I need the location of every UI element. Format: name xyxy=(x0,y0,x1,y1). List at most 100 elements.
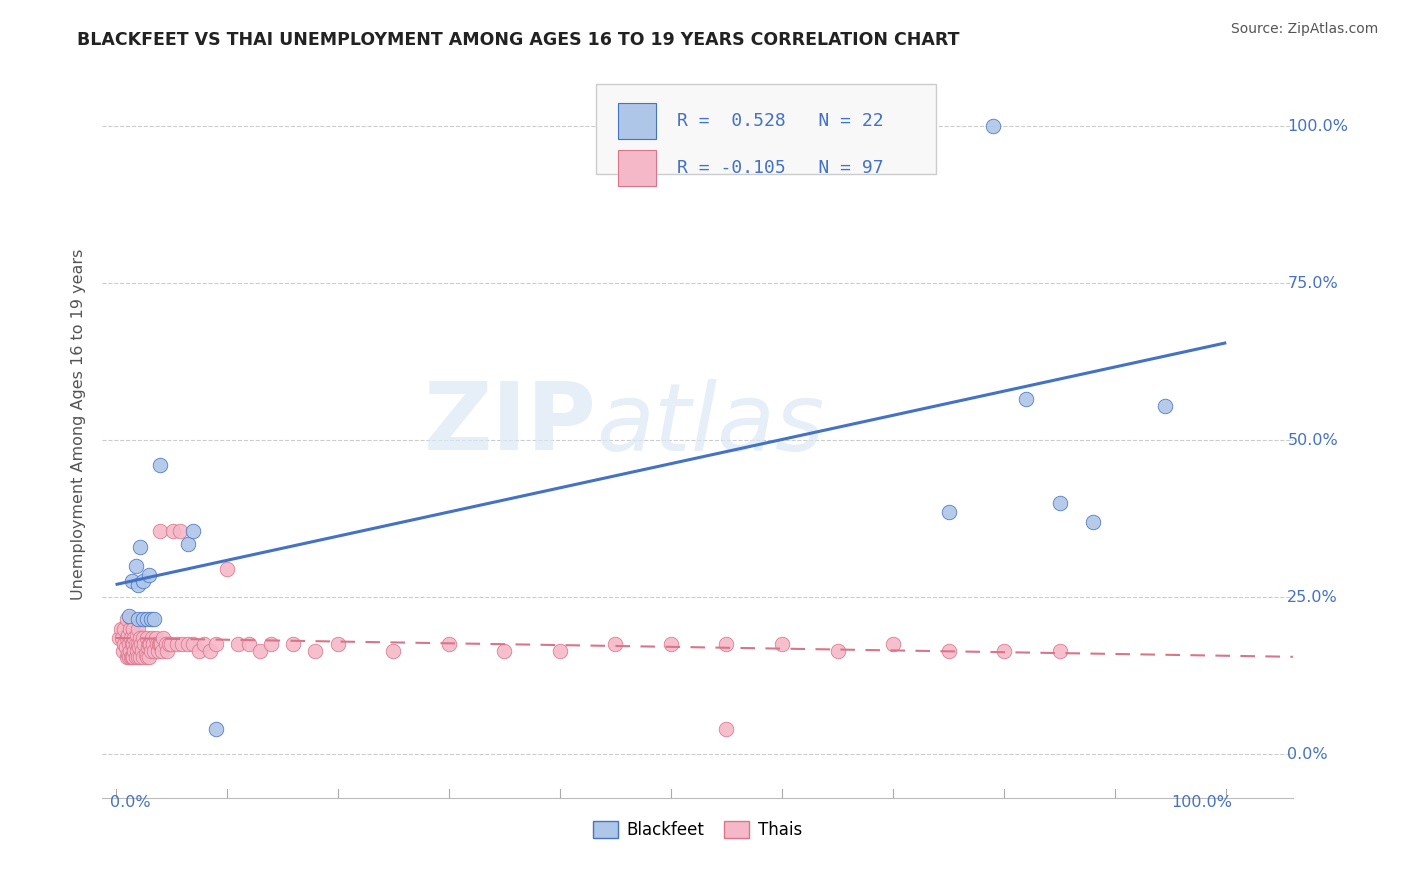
Point xyxy=(125,643,148,657)
Point xyxy=(770,637,793,651)
Point xyxy=(142,637,165,651)
Point xyxy=(181,637,204,651)
Point xyxy=(150,643,173,657)
Point xyxy=(548,643,571,657)
Point xyxy=(139,637,162,651)
Point xyxy=(1154,399,1177,413)
Point xyxy=(128,640,150,655)
Point xyxy=(118,622,141,636)
Point xyxy=(1015,392,1038,407)
Point xyxy=(117,647,139,661)
Point xyxy=(135,612,157,626)
Point xyxy=(118,643,141,657)
Point xyxy=(215,562,238,576)
Point xyxy=(193,637,215,651)
Point xyxy=(981,119,1004,133)
Point xyxy=(716,637,738,651)
Text: 0.0%: 0.0% xyxy=(1288,747,1329,762)
Point xyxy=(124,643,146,657)
FancyBboxPatch shape xyxy=(617,150,655,186)
Point xyxy=(120,649,142,664)
Point xyxy=(226,637,249,651)
Point xyxy=(181,524,204,539)
Point xyxy=(204,637,226,651)
Point xyxy=(152,631,174,645)
Point xyxy=(162,524,184,539)
Point xyxy=(150,637,173,651)
Text: atlas: atlas xyxy=(596,379,824,470)
Point xyxy=(115,649,138,664)
Text: Source: ZipAtlas.com: Source: ZipAtlas.com xyxy=(1230,22,1378,37)
Point xyxy=(148,637,170,651)
Point xyxy=(605,637,627,651)
Point xyxy=(121,574,143,589)
Point xyxy=(114,640,136,655)
Point xyxy=(141,631,163,645)
Point xyxy=(283,637,305,651)
Point xyxy=(124,637,146,651)
Point xyxy=(187,643,209,657)
Point xyxy=(1049,643,1071,657)
Point xyxy=(659,637,682,651)
Point xyxy=(938,505,960,519)
Point xyxy=(132,612,155,626)
Point xyxy=(127,622,149,636)
Point xyxy=(125,628,148,642)
Point xyxy=(146,643,169,657)
Point xyxy=(132,574,155,589)
Point xyxy=(139,643,162,657)
Point xyxy=(134,637,156,651)
Point xyxy=(993,643,1015,657)
Point xyxy=(122,637,145,651)
Text: ZIP: ZIP xyxy=(423,378,596,470)
Point xyxy=(145,631,167,645)
Point xyxy=(260,637,283,651)
Point xyxy=(121,637,143,651)
Point xyxy=(326,637,349,651)
Point xyxy=(156,643,179,657)
Text: 0.0%: 0.0% xyxy=(110,795,150,810)
Point xyxy=(111,631,134,645)
Point xyxy=(117,628,139,642)
Point xyxy=(115,612,138,626)
Point xyxy=(112,637,135,651)
Text: 75.0%: 75.0% xyxy=(1288,276,1339,291)
Point xyxy=(118,609,141,624)
Point xyxy=(149,524,172,539)
Point xyxy=(135,649,157,664)
Point xyxy=(132,649,155,664)
Point xyxy=(382,643,405,657)
Text: 100.0%: 100.0% xyxy=(1288,119,1348,134)
Text: R =  0.528   N = 22: R = 0.528 N = 22 xyxy=(678,112,884,130)
Point xyxy=(121,649,143,664)
Point xyxy=(112,622,135,636)
Point xyxy=(716,722,738,736)
Point xyxy=(149,637,172,651)
Point xyxy=(172,637,194,651)
Text: 100.0%: 100.0% xyxy=(1171,795,1232,810)
Point xyxy=(1049,496,1071,510)
Point xyxy=(138,637,160,651)
Point xyxy=(143,643,166,657)
Point xyxy=(129,631,152,645)
Point xyxy=(135,631,157,645)
Point xyxy=(143,612,166,626)
Point xyxy=(129,540,152,554)
Point xyxy=(827,643,849,657)
Point xyxy=(138,649,160,664)
Point xyxy=(938,643,960,657)
Point xyxy=(204,722,226,736)
Text: BLACKFEET VS THAI UNEMPLOYMENT AMONG AGES 16 TO 19 YEARS CORRELATION CHART: BLACKFEET VS THAI UNEMPLOYMENT AMONG AGE… xyxy=(77,31,960,49)
Y-axis label: Unemployment Among Ages 16 to 19 years: Unemployment Among Ages 16 to 19 years xyxy=(72,249,86,600)
Point xyxy=(238,637,260,651)
Point xyxy=(160,637,183,651)
Point xyxy=(145,637,167,651)
Point xyxy=(882,637,904,651)
Text: 50.0%: 50.0% xyxy=(1288,433,1339,448)
Point xyxy=(118,649,141,664)
Point xyxy=(149,458,172,473)
Point xyxy=(118,637,141,651)
Point xyxy=(112,643,135,657)
Point xyxy=(437,637,460,651)
Legend: Blackfeet, Thais: Blackfeet, Thais xyxy=(586,814,808,846)
